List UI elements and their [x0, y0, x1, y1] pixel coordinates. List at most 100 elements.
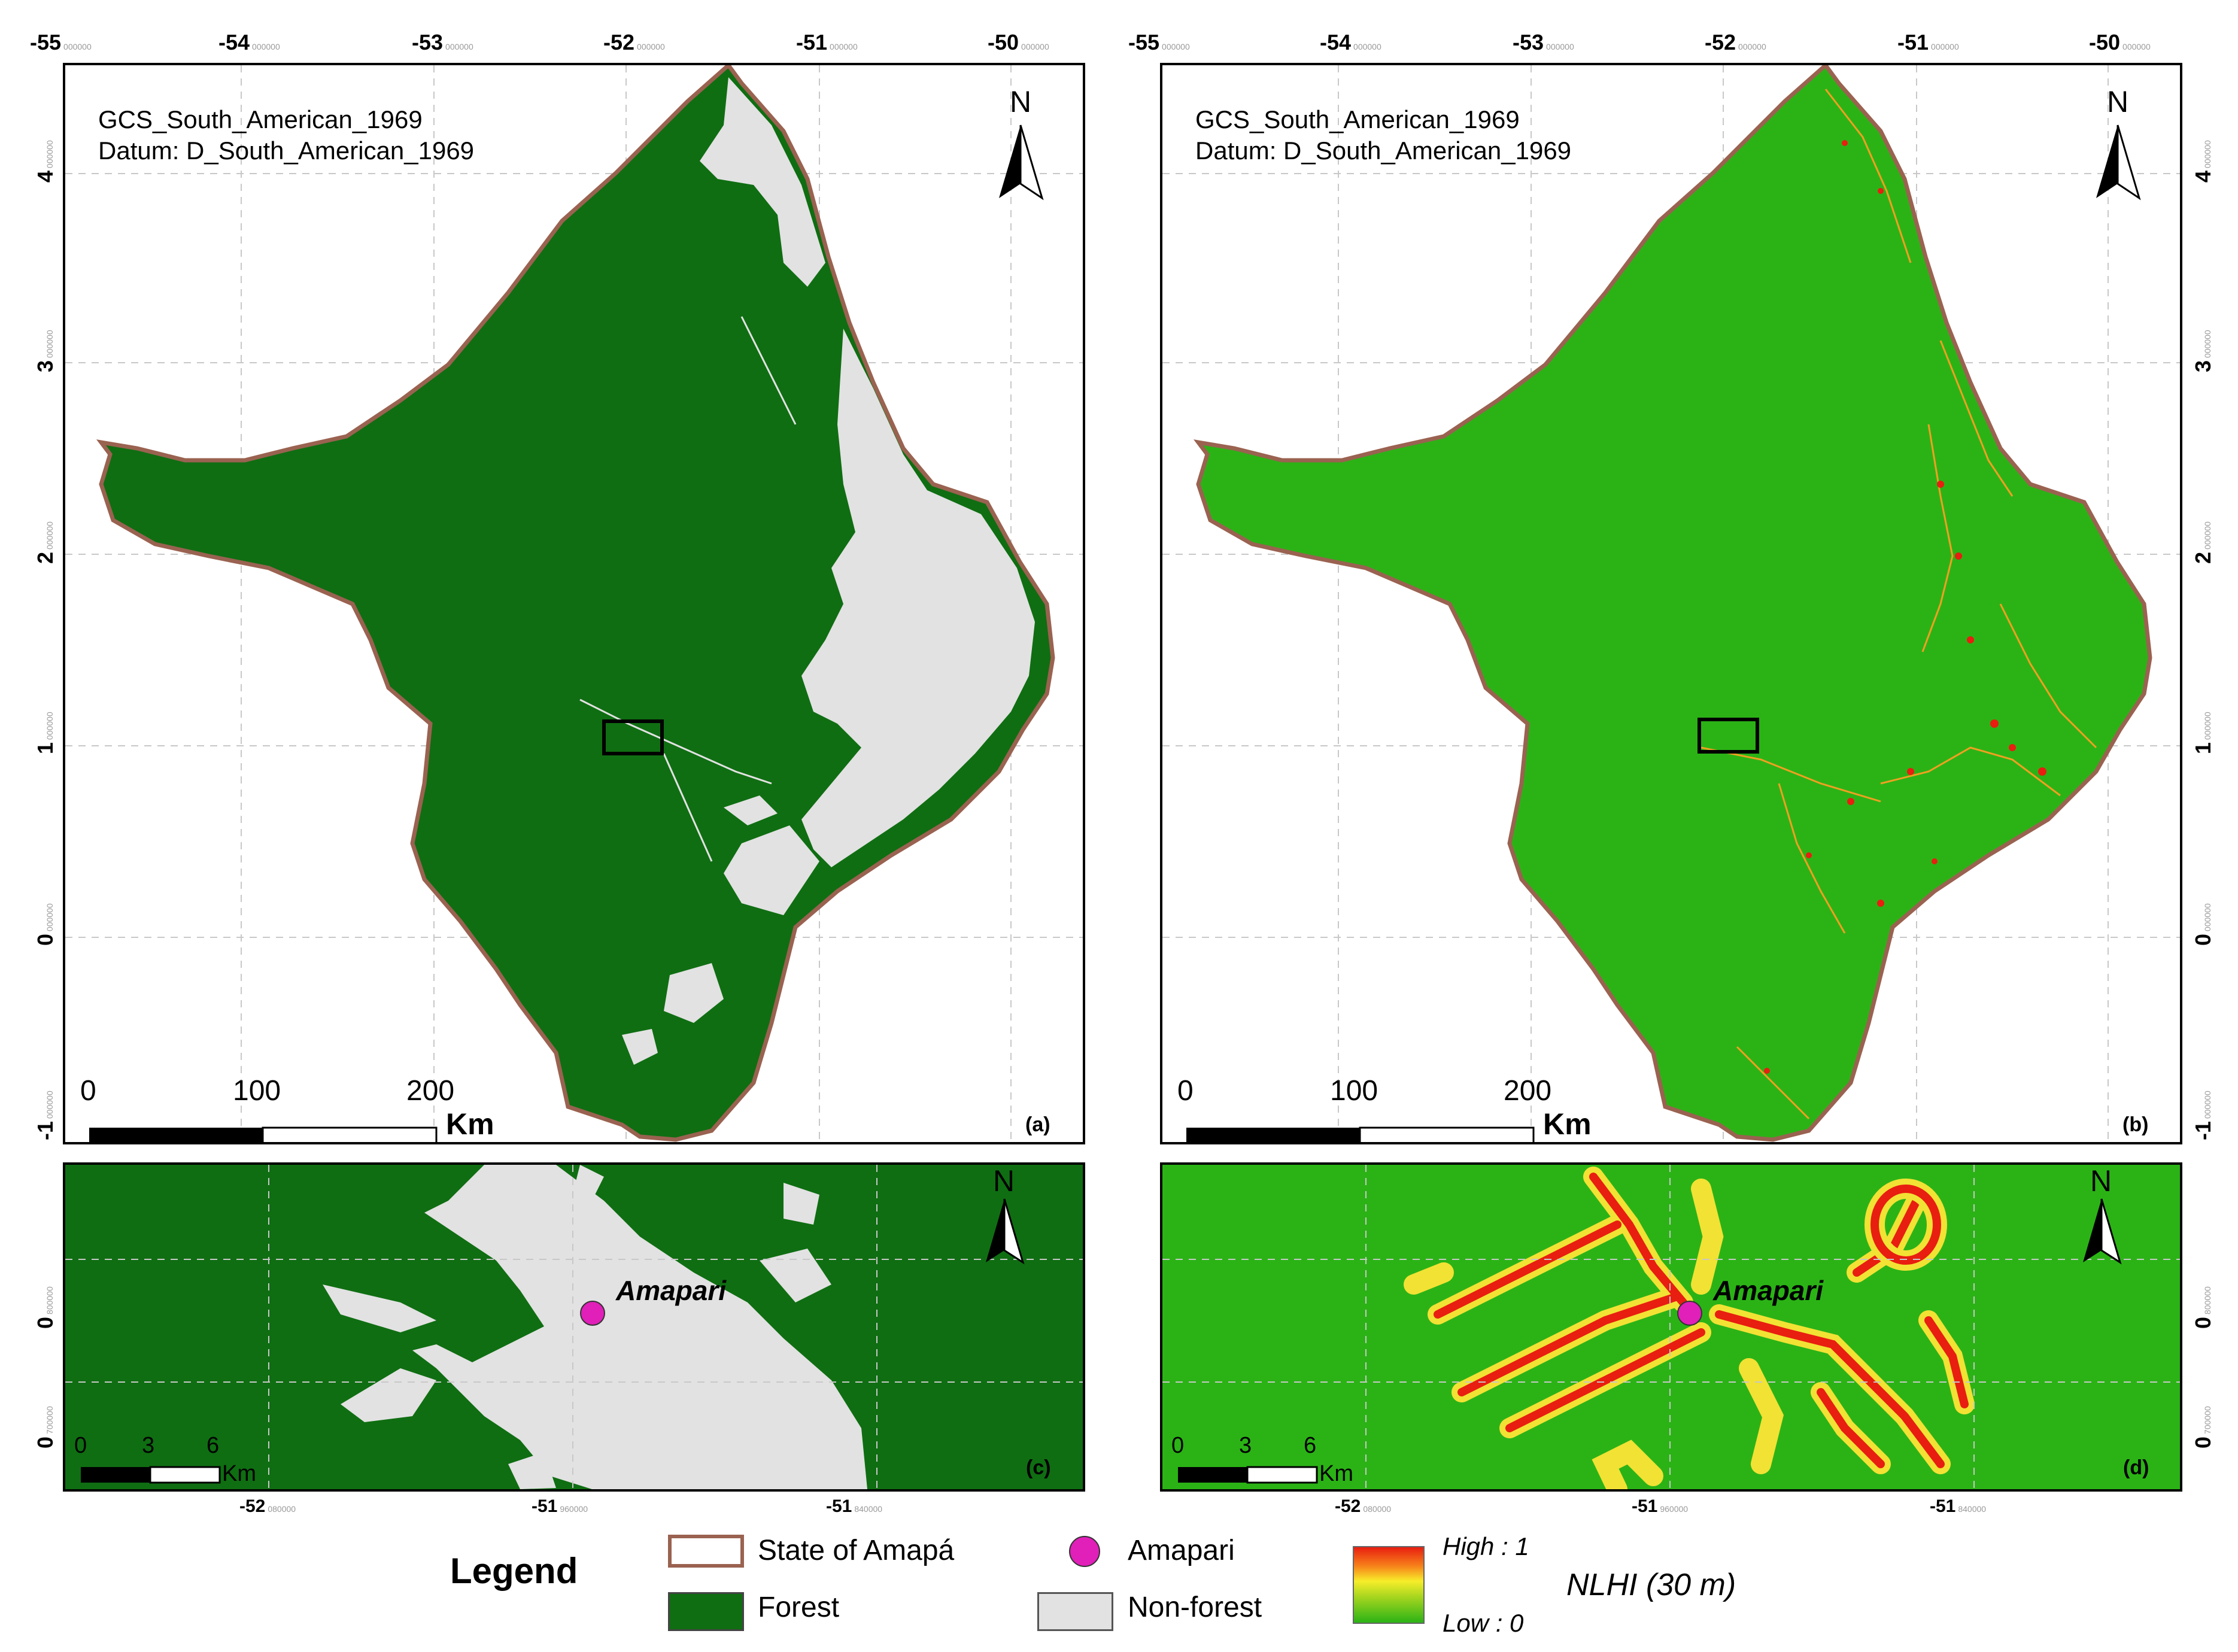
side-tick-b-2: 2000000 [2191, 521, 2215, 564]
panel-label-c: (c) [1026, 1456, 1051, 1479]
top-tick-b-1: -54 000000 [1320, 30, 1381, 54]
scale-tick-6-c: 6 [207, 1433, 220, 1458]
side-tick-d-800: 0800000 [2191, 1286, 2215, 1329]
map-b-canvas [1162, 65, 2180, 1142]
state-of-amapa-nlhi-shape [1193, 65, 2152, 1142]
legend-symbol-amapari [1069, 1536, 1100, 1567]
panel-label-d: (d) [2123, 1456, 2149, 1479]
nlhi-ring-core [1870, 1185, 1941, 1265]
map-panel-d: Amapari 0 3 6 Km N (d) [1160, 1162, 2182, 1492]
top-tick-a-2: -53 000000 [412, 30, 473, 54]
scale-unit-c: Km [222, 1461, 256, 1486]
side-tick-d-700: 0700000 [2191, 1406, 2215, 1448]
top-tick-b-4: -51 000000 [1897, 30, 1959, 54]
north-letter-c: N [993, 1164, 1015, 1198]
scale-tick-0-c: 0 [74, 1433, 87, 1458]
scale-bar-a [89, 1126, 438, 1142]
legend-ramp-low: Low : 0 [1443, 1609, 1524, 1637]
side-tick-a-4: 4000000 [33, 140, 57, 183]
top-tick-a-3: -52 000000 [603, 30, 665, 54]
top-tick-b-2: -53 000000 [1513, 30, 1574, 54]
bottom-tick-c-1: -51 960000 [532, 1496, 588, 1516]
top-tick-a-4: -51 000000 [796, 30, 858, 54]
scale-tick-0-a: 0 [80, 1075, 96, 1107]
map-panel-b: GCS_South_American_1969 Datum: D_South_A… [1160, 63, 2182, 1144]
inset-extent-box-a [602, 719, 664, 755]
legend-nlhi-title: NLHI (30 m) [1566, 1568, 1736, 1602]
scale-bar-c [81, 1466, 221, 1484]
inset-extent-box-b [1698, 718, 1759, 754]
legend-swatch-forest [668, 1592, 744, 1631]
scale-tick-0-d: 0 [1171, 1433, 1185, 1458]
scale-bar-d [1178, 1466, 1318, 1484]
bottom-tick-d-2: -51 840000 [1930, 1496, 1987, 1516]
nlhi-high-spots [1764, 140, 2046, 1074]
scale-tick-3-c: 3 [142, 1433, 155, 1458]
bottom-tick-d-0: -52 080000 [1335, 1496, 1392, 1516]
legend-title: Legend [450, 1551, 578, 1591]
scale-tick-100-a: 100 [233, 1075, 281, 1107]
nlhi-edges [1700, 89, 2097, 1120]
river-traces-a [579, 316, 797, 862]
amapari-label-c: Amapari [616, 1275, 727, 1306]
legend-swatch-state [668, 1535, 744, 1568]
side-tick-b-1: 1000000 [2191, 712, 2215, 754]
north-letter-a: N [1010, 85, 1032, 119]
legend-swatch-nonforest [1037, 1592, 1113, 1631]
scale-tick-0-b: 0 [1177, 1075, 1194, 1107]
top-tick-a-1: -54 000000 [218, 30, 280, 54]
side-tick-a-3: 3000000 [33, 330, 57, 372]
scale-unit-d: Km [1319, 1461, 1353, 1486]
map-panel-a: GCS_South_American_1969 Datum: D_South_A… [63, 63, 1085, 1144]
bottom-tick-c-0: -52 080000 [239, 1496, 296, 1516]
side-tick-a-1: 1000000 [33, 712, 57, 754]
side-tick-b-0: 0000000 [2191, 903, 2215, 946]
north-letter-b: N [2107, 85, 2129, 119]
side-tick-a-0: 0000000 [33, 903, 57, 946]
legend-label-amapari: Amapari [1128, 1535, 1235, 1566]
top-tick-b-5: -50 000000 [2089, 30, 2151, 54]
scale-tick-200-b: 200 [1504, 1075, 1552, 1107]
top-tick-a-0: -55 000000 [30, 30, 92, 54]
side-tick-a-m1: -1000000 [33, 1091, 57, 1140]
amapari-label-d: Amapari [1713, 1275, 1824, 1306]
top-tick-a-5: -50 000000 [988, 30, 1049, 54]
north-letter-d: N [2090, 1164, 2112, 1198]
panel-label-b: (b) [2122, 1113, 2149, 1136]
graticule-d [1162, 1165, 2180, 1489]
scale-unit-a: Km [446, 1107, 494, 1141]
top-tick-b-3: -52 000000 [1705, 30, 1766, 54]
panel-label-a: (a) [1025, 1113, 1050, 1136]
top-tick-b-0: -55 000000 [1128, 30, 1190, 54]
legend-label-state: State of Amapá [758, 1535, 955, 1566]
north-arrow-a [999, 124, 1044, 201]
bottom-tick-d-1: -51 960000 [1632, 1496, 1689, 1516]
legend-label-forest: Forest [758, 1592, 840, 1623]
side-tick-c-700: 0700000 [33, 1406, 57, 1448]
non-forest-areas [622, 77, 1035, 1065]
north-arrow-b [2096, 124, 2141, 201]
map-c-canvas [65, 1165, 1083, 1489]
legend-nlhi-ramp [1353, 1546, 1425, 1624]
map-a-canvas [65, 65, 1083, 1142]
legend-ramp-high: High : 1 [1443, 1532, 1529, 1560]
amapari-marker-c [580, 1301, 605, 1326]
scale-unit-b: Km [1543, 1107, 1592, 1141]
amapari-marker-d [1677, 1301, 1702, 1326]
side-tick-b-m1: -1000000 [2191, 1091, 2215, 1140]
crs-label-a: GCS_South_American_1969 Datum: D_South_A… [98, 105, 475, 165]
scale-tick-3-d: 3 [1239, 1433, 1252, 1458]
map-panel-c: Amapari 0 3 6 Km N (c) [63, 1162, 1085, 1492]
graticule-c [65, 1165, 1083, 1489]
crs-label-b: GCS_South_American_1969 Datum: D_South_A… [1195, 105, 1572, 165]
scale-tick-200-a: 200 [406, 1075, 455, 1107]
state-of-amapa-shape [96, 65, 1055, 1142]
scale-tick-6-d: 6 [1304, 1433, 1317, 1458]
side-tick-c-800: 0800000 [33, 1286, 57, 1329]
side-tick-b-4: 4000000 [2191, 140, 2215, 183]
map-d-canvas [1162, 1165, 2180, 1489]
side-tick-b-3: 3000000 [2191, 330, 2215, 372]
bottom-tick-c-2: -51 840000 [826, 1496, 883, 1516]
legend-label-nonforest: Non-forest [1128, 1592, 1262, 1623]
north-arrow-c [986, 1198, 1025, 1265]
